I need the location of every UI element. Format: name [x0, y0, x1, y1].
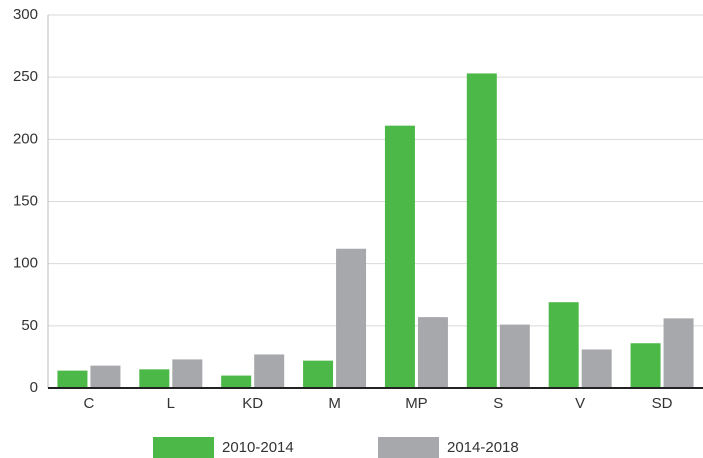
bar — [548, 302, 579, 388]
x-tick-label: MP — [405, 395, 428, 412]
x-tick-label: L — [167, 395, 175, 412]
x-tick-label: KD — [242, 395, 263, 412]
bar — [57, 370, 88, 388]
legend-label: 2014-2018 — [447, 439, 519, 456]
x-tick-label: SD — [652, 395, 673, 412]
y-tick-label: 250 — [13, 68, 38, 85]
bar — [384, 125, 415, 388]
y-tick-label: 300 — [13, 6, 38, 23]
bar — [221, 375, 252, 388]
y-tick-label: 100 — [13, 255, 38, 272]
bar — [466, 73, 497, 388]
bar — [499, 324, 530, 388]
bar — [172, 359, 203, 388]
y-tick-label: 150 — [13, 192, 38, 209]
y-tick-label: 200 — [13, 130, 38, 147]
y-tick-label: 50 — [21, 317, 38, 334]
bar — [630, 343, 661, 388]
bar — [303, 360, 334, 388]
legend-swatch — [378, 437, 439, 458]
y-tick-label: 0 — [30, 379, 38, 396]
legend-label: 2010-2014 — [222, 439, 294, 456]
bar — [139, 369, 170, 388]
bar — [663, 318, 694, 388]
bar — [90, 365, 121, 388]
bar — [254, 354, 285, 388]
legend-swatch — [153, 437, 214, 458]
x-tick-label: C — [84, 395, 95, 412]
bar — [336, 248, 367, 388]
x-tick-label: V — [575, 395, 585, 412]
bar — [417, 317, 448, 388]
x-tick-label: S — [493, 395, 503, 412]
x-tick-label: M — [328, 395, 341, 412]
bar — [581, 349, 612, 388]
